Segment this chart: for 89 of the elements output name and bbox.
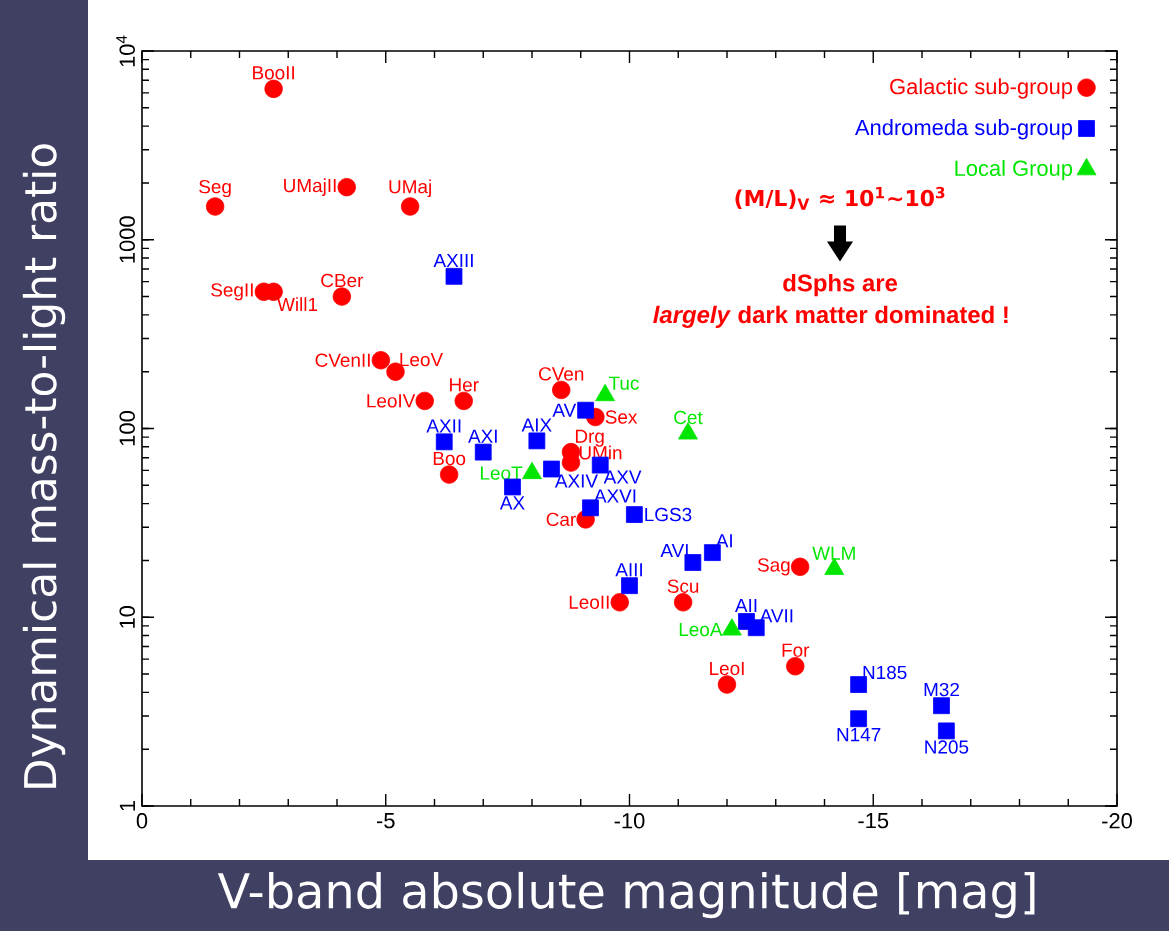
point <box>577 401 594 419</box>
annotation: BooII <box>253 66 294 80</box>
annotation: UMajII <box>284 178 336 196</box>
annotation: N147 <box>837 728 881 742</box>
annotation: LeoV <box>400 353 444 367</box>
legend-label: Local Group <box>955 159 1073 181</box>
annotation: Cet <box>674 410 703 425</box>
x-tick-label: -15 <box>858 813 889 829</box>
annotation: AIII <box>615 563 642 577</box>
annotation: AVII <box>759 609 793 623</box>
annotation: For <box>782 643 810 657</box>
point <box>610 593 629 612</box>
annotation: AXIII <box>433 253 473 267</box>
annotation: Boo <box>433 451 466 466</box>
annotation: AXV <box>603 470 642 484</box>
annotation: LGS3 <box>645 507 692 522</box>
x-tick-label: -5 <box>376 813 395 829</box>
x-tick-label: -10 <box>614 813 645 829</box>
point <box>264 79 283 99</box>
annotation: N185 <box>863 665 907 680</box>
annotation: LeoA <box>679 623 723 637</box>
point <box>474 443 492 461</box>
annotation: WLM <box>812 546 855 560</box>
point <box>933 697 950 715</box>
point <box>415 391 434 411</box>
annotation: Sex <box>605 410 638 424</box>
annotation: AI <box>715 534 732 548</box>
x-tick-label: 0 <box>136 813 148 829</box>
annotation: LeoII <box>569 595 609 609</box>
point <box>400 197 420 216</box>
point <box>439 465 459 484</box>
point <box>435 433 453 451</box>
x-axis-title: V-band absolute magnitude [mag] <box>217 871 1035 919</box>
annotation: CBer <box>321 273 364 288</box>
annotation: Seg <box>199 179 231 198</box>
point <box>454 391 473 411</box>
point <box>337 177 356 197</box>
annotation: Car <box>546 512 576 527</box>
point <box>850 710 867 728</box>
annotation: AXI <box>468 429 497 443</box>
annotation: AVI <box>660 544 688 558</box>
point <box>552 380 571 400</box>
annotation: Will1 <box>277 297 318 311</box>
point <box>938 722 955 740</box>
point <box>205 197 225 216</box>
point <box>332 287 352 306</box>
annotation: AIX <box>521 418 552 432</box>
annotation: SegII <box>211 283 253 301</box>
y-tick-label: 10$^{4}$ <box>116 35 135 67</box>
point <box>445 267 463 285</box>
y-tick-label: 1 <box>119 800 135 811</box>
annotation: N205 <box>925 740 969 754</box>
annotation: M32 <box>924 682 959 697</box>
point <box>786 657 805 676</box>
annotation: UMaj <box>389 179 431 198</box>
annotation: CVen <box>539 367 584 381</box>
legend-label: Galactic sub-group <box>890 78 1073 99</box>
y-tick-label: 100 <box>119 411 135 446</box>
annotation: AII <box>734 599 757 613</box>
annotation: Her <box>450 378 479 392</box>
annotation: largely dark matter dominated ! <box>653 305 1008 328</box>
point <box>621 577 638 595</box>
point <box>371 351 391 370</box>
annotation: dSphs are <box>783 273 898 297</box>
annotation: CVenII <box>315 353 370 367</box>
annotation: LeoT <box>481 466 523 480</box>
annotation: AX <box>499 496 525 510</box>
point <box>673 593 693 612</box>
annotation: LeoIV <box>367 394 416 408</box>
y-tick-label: 10 <box>119 605 135 628</box>
annotation: AV <box>552 403 577 417</box>
annotation: AXVI <box>593 489 636 503</box>
legend-label: Andromeda sub-group <box>854 119 1073 140</box>
x-tick-label: -20 <box>1102 813 1132 829</box>
annotation: (M/L)$_{V}$ ≈ 10$^{1}$∼10$^{3}$ <box>735 186 945 210</box>
annotation: Drg <box>575 429 604 447</box>
annotation: Tuc <box>608 376 639 390</box>
y-tick-label: 1000 <box>119 216 135 263</box>
annotation: Scu <box>667 579 699 593</box>
annotation: UMin <box>579 445 622 460</box>
annotation: Sag <box>757 558 790 576</box>
point <box>626 506 643 523</box>
point <box>528 432 546 450</box>
y-axis-title: Dynamical mass-to-light ratio <box>22 144 66 788</box>
annotation: AXIV <box>554 474 598 488</box>
annotation: AXII <box>426 419 461 433</box>
annotation: LeoI <box>710 661 744 676</box>
point <box>717 675 737 694</box>
point <box>790 557 810 576</box>
